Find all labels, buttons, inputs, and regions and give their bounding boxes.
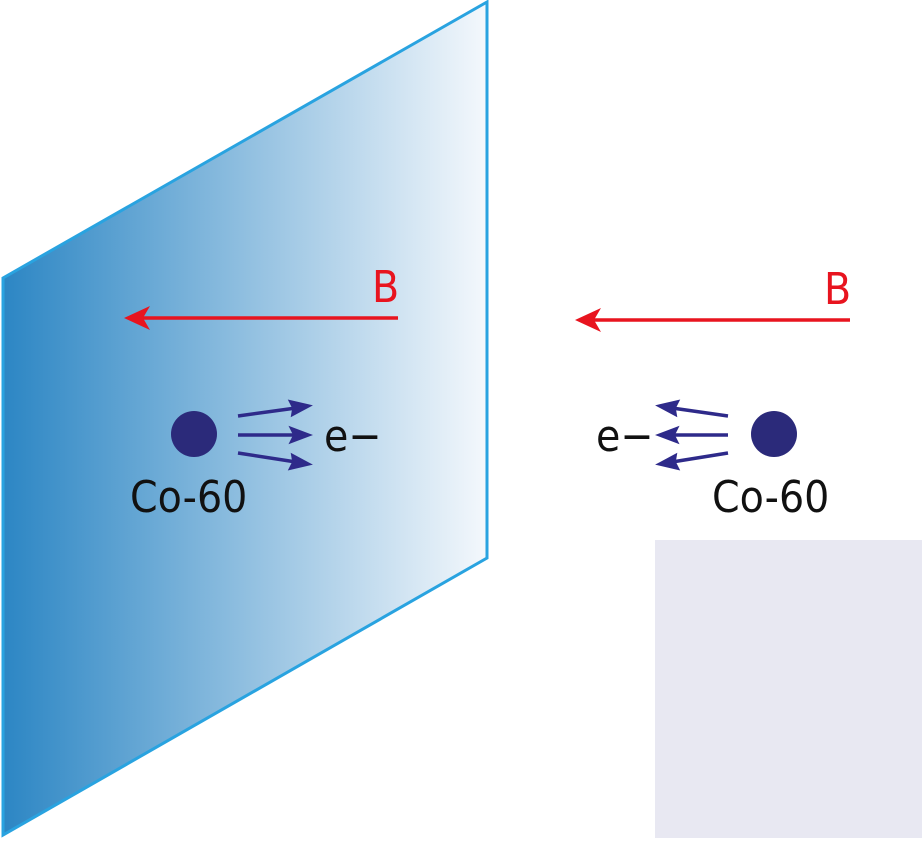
left-source-label: Co-60 (130, 472, 247, 523)
right-electron-label: e− (596, 411, 654, 462)
right-electron-arrows (660, 402, 728, 468)
right-field-label: B (824, 264, 851, 315)
right-field-arrow (575, 308, 850, 332)
left-nucleus (171, 411, 217, 457)
left-field-label: B (372, 262, 399, 313)
gray-panel (655, 540, 922, 838)
right-source-label: Co-60 (712, 472, 829, 523)
right-nucleus (751, 411, 797, 457)
left-electron-label: e− (324, 411, 382, 462)
mirror-plane (3, 2, 487, 835)
right-scene: B e− Co-60 (575, 264, 851, 523)
